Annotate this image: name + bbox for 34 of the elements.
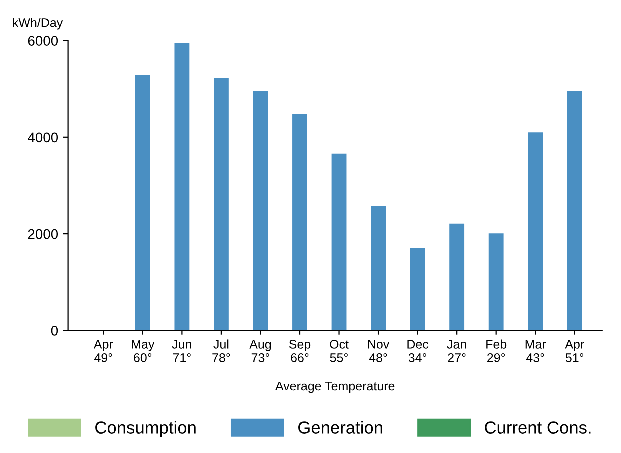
bar: [410, 248, 426, 331]
bar: [332, 154, 347, 331]
x-tick-label: Apr 49°: [94, 340, 114, 362]
x-tick-label: Sep 66°: [289, 340, 311, 362]
bar: [488, 234, 504, 331]
x-tick-label: Aug 73°: [250, 340, 272, 362]
x-tick-label: Dec 34°: [408, 340, 429, 362]
x-tick-label: Feb 29°: [486, 340, 507, 362]
y-tick-label: 4000: [28, 132, 58, 143]
bar: [135, 76, 150, 331]
x-tick-label: Mar 43°: [526, 340, 546, 362]
x-tick-label: May 60°: [132, 340, 155, 362]
bar: [567, 92, 582, 331]
legend-label: Current Cons.: [485, 422, 591, 434]
x-tick-label: Apr 51°: [565, 340, 584, 362]
y-tick-label: 0: [51, 326, 58, 336]
legend-label: Generation: [298, 421, 382, 434]
x-tick-label: Jan 27°: [447, 340, 466, 362]
y-tick-label: 2000: [28, 229, 58, 240]
bar: [174, 43, 190, 331]
x-axis-title: Average Temperature: [275, 382, 395, 394]
bar: [528, 132, 544, 331]
x-tick-label: Oct 55°: [330, 340, 349, 362]
x-tick-label: Jun 71°: [172, 340, 192, 362]
bar: [253, 91, 268, 331]
x-tick-label: Jul 78°: [212, 340, 230, 362]
x-tick-label: Nov 48°: [368, 340, 390, 362]
bar: [450, 224, 465, 331]
legend-label: Consumption: [96, 421, 196, 438]
bar: [214, 78, 229, 331]
bar: [371, 206, 386, 331]
y-axis-title: kWh/Day: [13, 18, 64, 30]
bar: [292, 114, 308, 331]
y-tick-label: 6000: [28, 36, 58, 46]
